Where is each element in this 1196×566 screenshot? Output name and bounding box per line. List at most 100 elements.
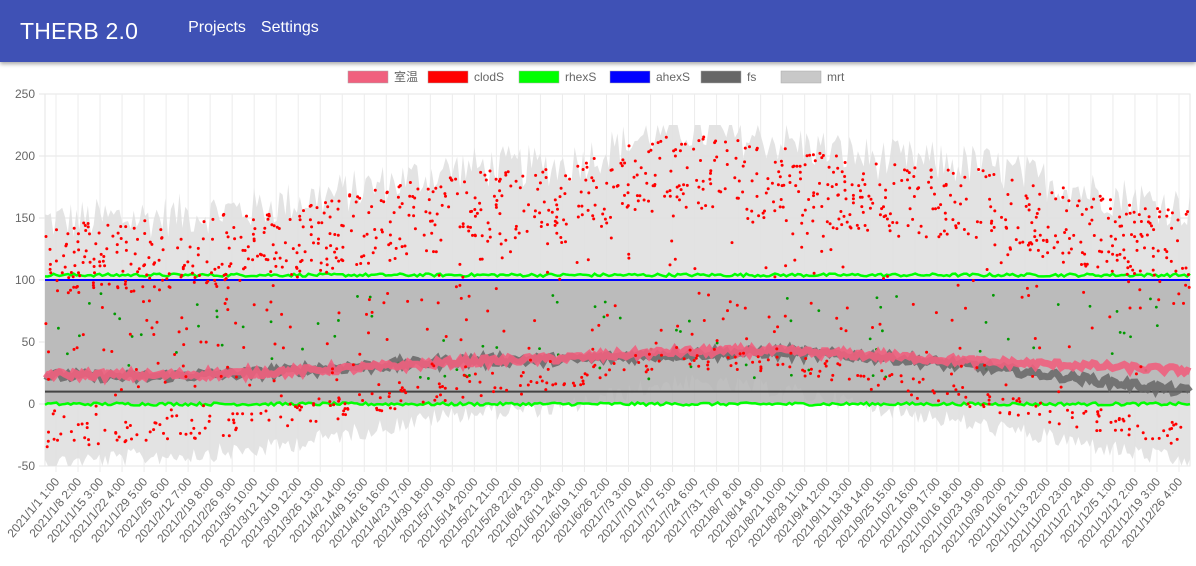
clodS-point (985, 268, 989, 271)
clodS-point (355, 263, 359, 266)
clodS-point (1024, 204, 1028, 208)
clodS-point (1038, 412, 1042, 416)
clodS-point (377, 383, 381, 387)
clodS-point (685, 166, 689, 170)
clodS-point (828, 222, 832, 226)
clodS-point (878, 322, 882, 326)
clodS-point (297, 404, 301, 408)
clodS-point (130, 437, 133, 441)
rhexS-point (868, 337, 872, 341)
clodS-point (1099, 238, 1103, 242)
clodS-point (458, 283, 462, 287)
clodS-point (527, 346, 531, 350)
legend[interactable]: 室温 clodS rhexS ahexS fs mrt (347, 69, 845, 84)
nav-projects[interactable]: Projects (188, 19, 246, 36)
clodS-point (91, 283, 95, 287)
clodS-point (150, 326, 154, 330)
clodS-point (937, 399, 940, 403)
clodS-point (743, 306, 747, 310)
clodS-point (693, 267, 697, 271)
clodS-point (776, 325, 780, 329)
clodS-point (580, 204, 584, 208)
clodS-point (60, 271, 64, 275)
clodS-point (1084, 207, 1088, 211)
clodS-point (232, 226, 236, 229)
clodS-point (556, 207, 559, 211)
clodS-point (664, 135, 668, 139)
clodS-point (144, 438, 148, 442)
clodS-point (884, 188, 888, 192)
clodS-point (832, 170, 835, 174)
clodS-point (239, 235, 243, 239)
clodS-point (328, 232, 332, 236)
clodS-point (966, 232, 970, 236)
clodS-point (207, 419, 211, 423)
clodS-point (1056, 240, 1060, 244)
clodS-point (48, 247, 52, 251)
clodS-point (500, 194, 504, 198)
clodS-point (701, 137, 705, 141)
clodS-point (647, 199, 650, 203)
clodS-point (479, 208, 483, 212)
clodS-point (335, 378, 339, 382)
clodS-point (1122, 419, 1126, 423)
clodS-point (730, 241, 734, 245)
nav-settings[interactable]: Settings (260, 19, 319, 36)
clodS-point (625, 205, 629, 209)
clodS-point (736, 139, 740, 143)
clodS-point (626, 191, 630, 195)
clodS-point (988, 173, 991, 177)
clodS-point (1184, 283, 1188, 287)
clodS-point (546, 242, 550, 246)
clodS-point (839, 210, 843, 213)
clodS-point (709, 182, 713, 186)
clodS-point (326, 205, 330, 209)
clodS-point (745, 337, 749, 341)
clodS-point (1098, 429, 1102, 432)
clodS-point (868, 206, 872, 210)
clodS-point (839, 327, 843, 331)
clodS-point (250, 418, 254, 422)
clodS-point (633, 208, 637, 211)
rhexS-point (1006, 337, 1010, 341)
clodS-point (1110, 269, 1114, 273)
clodS-point (309, 419, 313, 423)
rhexS-point (368, 295, 372, 299)
clodS-point (737, 179, 741, 183)
clodS-point (647, 150, 651, 154)
clodS-point (359, 262, 363, 265)
clodS-point (225, 231, 229, 235)
clodS-point (1075, 425, 1079, 429)
app-title[interactable]: THERB 2.0 (20, 17, 139, 44)
clodS-point (81, 261, 85, 264)
clodS-point (229, 262, 233, 266)
clodS-point (592, 365, 596, 369)
clodS-point (1133, 220, 1136, 224)
clodS-point (473, 208, 477, 211)
rhexS-point (65, 352, 69, 356)
clodS-point (784, 219, 788, 223)
clodS-point (243, 249, 247, 252)
clodS-point (988, 395, 992, 399)
clodS-point (351, 214, 355, 218)
clodS-point (805, 154, 809, 158)
clodS-point (725, 163, 729, 166)
clodS-point (162, 431, 165, 435)
clodS-point (91, 281, 95, 285)
clodS-point (298, 218, 302, 222)
clodS-point (1046, 251, 1050, 255)
clodS-point (330, 199, 334, 203)
clodS-point (413, 227, 417, 231)
clodS-point (262, 254, 266, 258)
clodS-point (704, 204, 708, 208)
clodS-point (443, 386, 447, 390)
clodS-point (119, 237, 123, 240)
clodS-point (1172, 423, 1176, 427)
clodS-point (343, 407, 347, 411)
clodS-point (564, 240, 567, 244)
clodS-point (167, 272, 171, 276)
clodS-point (426, 187, 430, 191)
clodS-point (1176, 239, 1179, 243)
legend-swatch (518, 70, 560, 84)
clodS-point (581, 382, 585, 386)
